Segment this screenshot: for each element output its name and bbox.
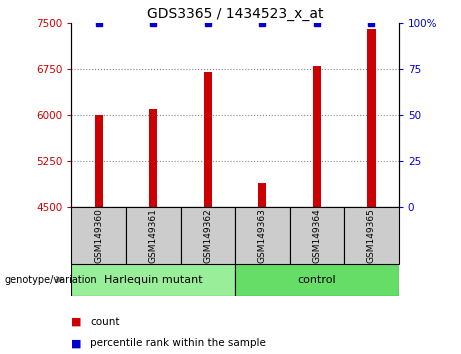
Text: percentile rank within the sample: percentile rank within the sample <box>90 338 266 348</box>
Bar <box>290 207 344 264</box>
Text: ■: ■ <box>71 317 82 327</box>
Bar <box>149 109 157 207</box>
Bar <box>71 207 126 264</box>
Bar <box>126 207 181 264</box>
Bar <box>235 264 399 296</box>
Bar <box>235 207 290 264</box>
Text: GSM149365: GSM149365 <box>367 208 376 263</box>
Bar <box>71 264 235 296</box>
Text: ■: ■ <box>71 338 82 348</box>
Text: GSM149361: GSM149361 <box>149 208 158 263</box>
Bar <box>344 207 399 264</box>
Text: genotype/variation: genotype/variation <box>5 275 97 285</box>
Text: GSM149363: GSM149363 <box>258 208 267 263</box>
Text: count: count <box>90 317 119 327</box>
Bar <box>313 66 321 207</box>
Bar <box>181 207 235 264</box>
Bar <box>95 115 103 207</box>
Text: GSM149360: GSM149360 <box>94 208 103 263</box>
Bar <box>204 72 212 207</box>
Text: control: control <box>298 275 336 285</box>
Bar <box>258 183 266 207</box>
Text: Harlequin mutant: Harlequin mutant <box>104 275 202 285</box>
Bar <box>367 29 376 207</box>
Title: GDS3365 / 1434523_x_at: GDS3365 / 1434523_x_at <box>147 7 323 21</box>
Text: GSM149364: GSM149364 <box>313 208 321 263</box>
Text: GSM149362: GSM149362 <box>203 208 213 263</box>
